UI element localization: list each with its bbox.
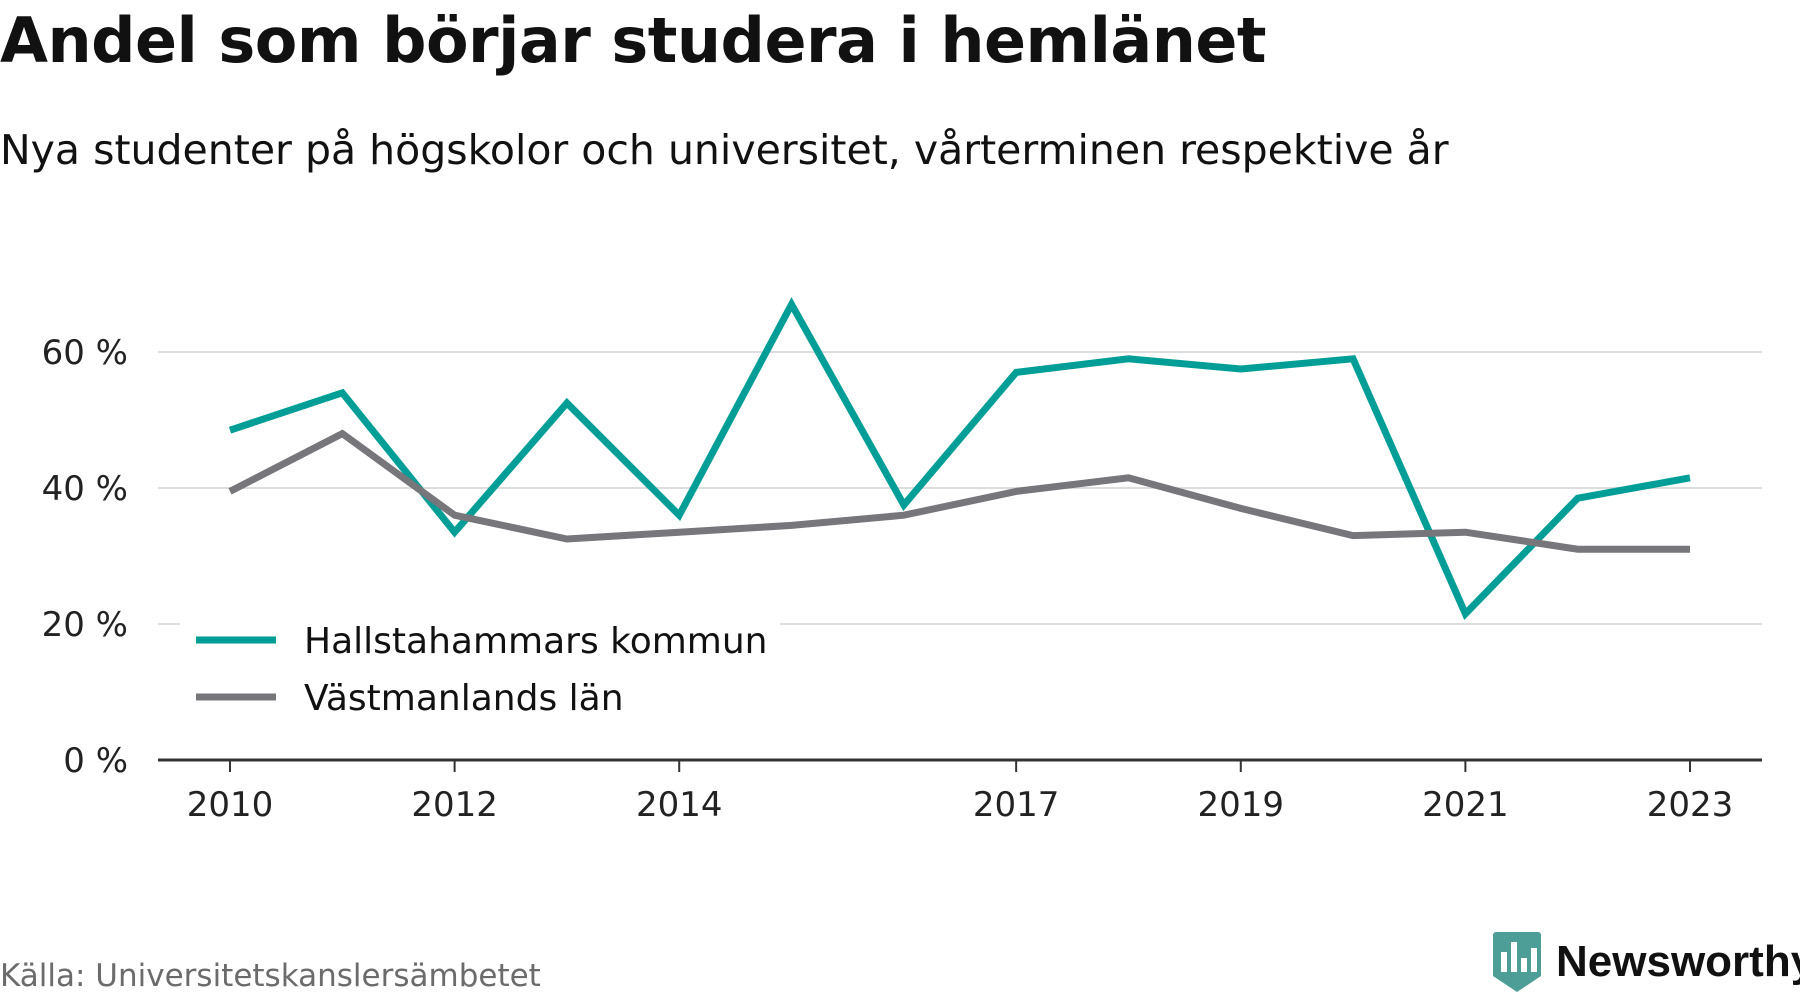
x-tick-label: 2017 <box>973 785 1060 825</box>
x-axis: 2010 2012 2014 2017 2019 2021 2023 <box>158 758 1762 825</box>
y-tick-label: 40 % <box>42 469 128 509</box>
legend-label: Västmanlands län <box>304 678 624 719</box>
x-tick-label: 2021 <box>1422 785 1509 825</box>
x-tick-label: 2010 <box>187 785 274 825</box>
newsworthy-logo-icon <box>1493 932 1541 992</box>
x-tick-label: 2023 <box>1647 785 1734 825</box>
x-tick-label: 2019 <box>1198 785 1285 825</box>
y-tick-label: 0 % <box>63 741 128 781</box>
brand-name: Newsworthy <box>1556 937 1800 986</box>
source-note: Källa: Universitetskanslersämbetet <box>0 958 541 994</box>
brand-logo[interactable]: Newsworthy <box>1492 930 1800 994</box>
y-tick-label: 60 % <box>42 333 128 373</box>
x-tick-label: 2014 <box>636 785 723 825</box>
legend-label: Hallstahammars kommun <box>304 621 768 662</box>
y-tick-label: 20 % <box>42 605 128 645</box>
x-tick-label: 2012 <box>411 785 498 825</box>
series-line-vastmanland <box>228 429 1690 553</box>
gridlines <box>158 351 1762 625</box>
series-lines <box>228 297 1691 620</box>
legend-background <box>180 612 780 724</box>
y-axis-ticks: 0 % 20 % 40 % 60 % <box>42 333 128 781</box>
chart-title: Andel som börjar studera i hemlänet <box>0 4 1267 77</box>
chart-subtitle: Nya studenter på högskolor och universit… <box>0 126 1449 174</box>
series-line-hallstahammar <box>228 297 1691 620</box>
legend: Hallstahammars kommun Västmanlands län <box>180 612 780 724</box>
